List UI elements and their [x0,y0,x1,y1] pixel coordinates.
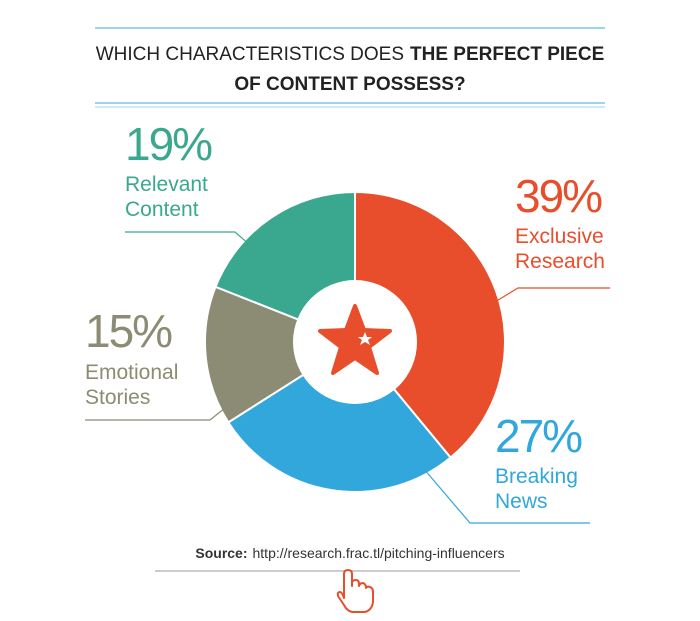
value-label: 39% [515,170,602,222]
category-label: Relevant Content [125,173,208,221]
chart-title: OF CONTENT POSSESS? [234,74,465,95]
star-icon-small [358,332,372,345]
leader-line [417,461,590,524]
leader-line [125,231,259,253]
title-part: THE PERFECT PIECE [410,44,604,65]
slice [354,190,506,459]
chart-title: WHICH CHARACTERISTICS DOES THE PERFECT PI… [96,44,605,65]
hand-cursor [336,569,374,613]
slice [226,340,453,493]
title-part: WHICH CHARACTERISTICS DOES [96,44,404,65]
star-icon [318,304,392,375]
category-label: Exclusive Research [515,225,605,273]
source-label: Source: [195,545,247,561]
leader-line [489,287,610,306]
value-label: 15% [85,305,172,357]
category-label: Emotional Stories [85,361,179,409]
slice [204,285,358,424]
value-label: 19% [125,118,212,170]
value-label: 27% [495,410,582,462]
source: Source: http://research.frac.tl/pitching-… [195,545,504,561]
category-label: Breaking News [495,465,578,513]
source-url[interactable]: http://research.frac.tl/pitching-influen… [253,545,505,561]
leader-line [85,399,236,421]
